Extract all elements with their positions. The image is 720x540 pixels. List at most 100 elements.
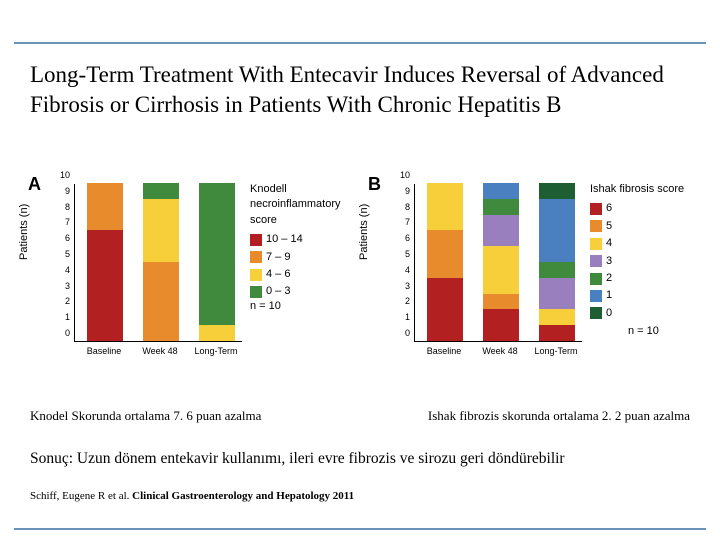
y-tick: 3	[405, 281, 410, 291]
bar	[483, 183, 519, 341]
citation-journal: Clinical Gastroenterology and Hepatology…	[132, 490, 354, 502]
y-ticks: 012345678910	[398, 184, 412, 342]
legend-item: 7 – 9	[250, 250, 360, 265]
legend-swatch	[590, 203, 602, 215]
y-tick: 10	[60, 170, 70, 180]
y-tick: 7	[405, 217, 410, 227]
bar-segment	[483, 183, 519, 199]
caption-a: Knodel Skorunda ortalama 7. 6 puan azalm…	[30, 408, 261, 424]
legend-title: Ishak fibrosis score	[590, 182, 700, 197]
panel-a: APatients (n)012345678910BaselineWeek 48…	[30, 180, 350, 390]
legend-label: 2	[606, 271, 612, 286]
bar	[199, 183, 235, 341]
legend-title: Knodell necroinflammatory score	[250, 182, 360, 228]
conclusion: Sonuç: Uzun dönem entekavir kullanımı, i…	[30, 450, 690, 468]
legend-label: 1	[606, 288, 612, 303]
y-tick: 2	[65, 296, 70, 306]
legend-swatch	[250, 234, 262, 246]
caption-row: Knodel Skorunda ortalama 7. 6 puan azalm…	[30, 408, 690, 424]
caption-b: Ishak fibrozis skorunda ortalama 2. 2 pu…	[428, 408, 690, 424]
legend-swatch	[590, 290, 602, 302]
legend-item: 4 – 6	[250, 267, 360, 282]
bar	[143, 183, 179, 341]
y-tick: 0	[405, 328, 410, 338]
legend-item: 5	[590, 219, 700, 234]
legend-item: 0 – 3	[250, 284, 360, 299]
chart-area	[74, 184, 242, 342]
bar-segment	[87, 183, 123, 230]
x-labels: BaselineWeek 48Long-Term	[74, 346, 242, 360]
y-tick: 2	[405, 296, 410, 306]
bar-segment	[87, 230, 123, 341]
x-label: Long-Term	[194, 346, 237, 356]
legend-label: 10 – 14	[266, 232, 303, 247]
y-tick: 5	[405, 249, 410, 259]
panel-b: BPatients (n)012345678910BaselineWeek 48…	[370, 180, 690, 390]
legend-item: 10 – 14	[250, 232, 360, 247]
legend: Ishak fibrosis score 6 5 4 3 2 1 0	[590, 182, 700, 323]
y-tick: 1	[65, 312, 70, 322]
legend-item: 4	[590, 236, 700, 251]
y-tick: 9	[405, 186, 410, 196]
legend-swatch	[250, 286, 262, 298]
citation: Schiff, Eugene R et al. Clinical Gastroe…	[30, 490, 354, 502]
y-tick: 1	[405, 312, 410, 322]
panel-label: B	[368, 174, 381, 195]
bar-segment	[483, 309, 519, 341]
y-tick: 4	[405, 265, 410, 275]
bar-segment	[483, 246, 519, 293]
bar-segment	[539, 199, 575, 262]
legend-item: 0	[590, 306, 700, 321]
citation-author: Schiff, Eugene R et al.	[30, 490, 129, 502]
bar-segment	[539, 262, 575, 278]
y-tick: 9	[65, 186, 70, 196]
y-tick: 10	[400, 170, 410, 180]
top-rule	[14, 42, 706, 44]
chart-area	[414, 184, 582, 342]
page-title: Long-Term Treatment With Entecavir Induc…	[30, 60, 690, 120]
bar-segment	[143, 262, 179, 341]
bar-segment	[427, 230, 463, 277]
legend-item: 3	[590, 254, 700, 269]
legend-swatch	[590, 255, 602, 267]
bar-segment	[539, 309, 575, 325]
legend-item: 1	[590, 288, 700, 303]
y-tick: 3	[65, 281, 70, 291]
n-label: n = 10	[250, 300, 281, 312]
y-axis-label: Patients (n)	[18, 204, 30, 260]
y-tick: 5	[65, 249, 70, 259]
charts-row: APatients (n)012345678910BaselineWeek 48…	[30, 180, 690, 390]
legend-label: 4 – 6	[266, 267, 290, 282]
legend-swatch	[250, 269, 262, 281]
y-tick: 7	[65, 217, 70, 227]
legend-label: 0	[606, 306, 612, 321]
legend-swatch	[590, 220, 602, 232]
bar-segment	[427, 183, 463, 230]
bar-segment	[143, 183, 179, 199]
panel-label: A	[28, 174, 41, 195]
x-label: Baseline	[87, 346, 122, 356]
bar-segment	[483, 215, 519, 247]
y-tick: 6	[405, 233, 410, 243]
legend-label: 3	[606, 254, 612, 269]
legend-label: 6	[606, 201, 612, 216]
y-tick: 8	[65, 202, 70, 212]
legend-label: 4	[606, 236, 612, 251]
bar	[539, 183, 575, 341]
y-tick: 8	[405, 202, 410, 212]
x-label: Long-Term	[534, 346, 577, 356]
legend: Knodell necroinflammatory score 10 – 14 7 …	[250, 182, 360, 302]
bar-segment	[539, 278, 575, 310]
y-tick: 4	[65, 265, 70, 275]
bar-segment	[199, 183, 235, 325]
bar-segment	[427, 278, 463, 341]
bar-segment	[483, 294, 519, 310]
bar-segment	[539, 325, 575, 341]
legend-swatch	[590, 307, 602, 319]
bar	[427, 183, 463, 341]
y-axis-label: Patients (n)	[358, 204, 370, 260]
bottom-rule	[14, 528, 706, 530]
legend-swatch	[590, 238, 602, 250]
x-label: Week 48	[482, 346, 517, 356]
x-labels: BaselineWeek 48Long-Term	[414, 346, 582, 360]
